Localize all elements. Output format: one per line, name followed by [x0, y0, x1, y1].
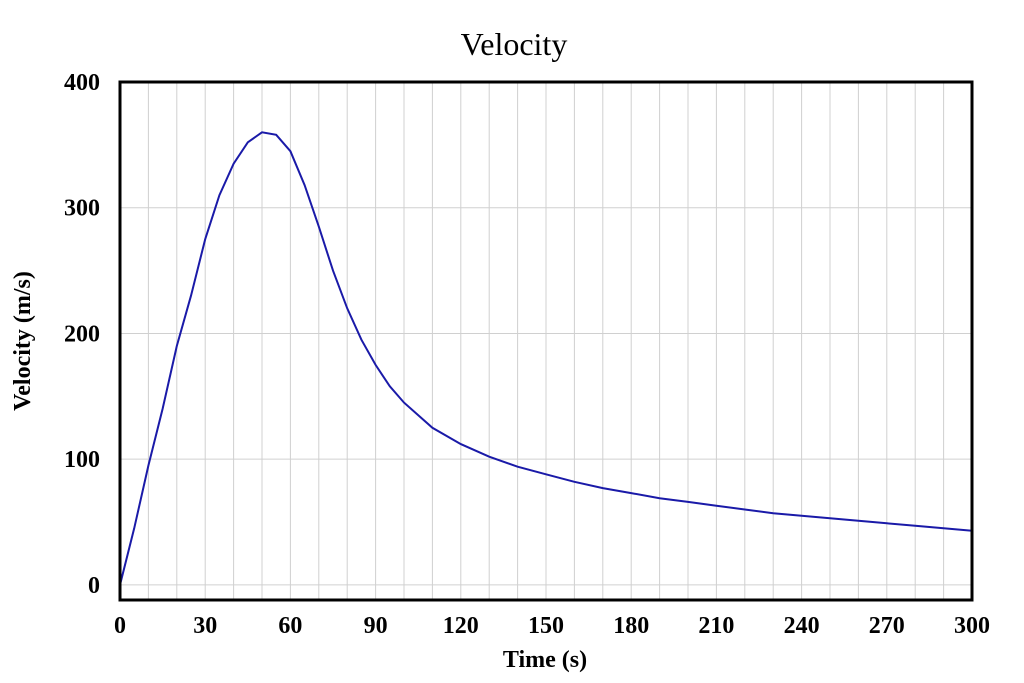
- y-tick-labels: 0 100 200 300 400: [64, 70, 100, 599]
- x-tick-label: 270: [869, 613, 905, 639]
- chart-title: Velocity: [461, 26, 568, 62]
- y-tick-label: 200: [64, 321, 100, 347]
- x-tick-label: 210: [698, 613, 734, 639]
- y-tick-label: 100: [64, 447, 100, 473]
- velocity-series-line: [119, 131, 973, 586]
- y-gridlines: [120, 207, 972, 586]
- y-tick-label: 400: [64, 70, 100, 96]
- x-tick-label: 300: [954, 613, 990, 639]
- x-gridlines: [147, 82, 945, 600]
- x-tick-label: 180: [613, 613, 649, 639]
- x-tick-label: 150: [528, 613, 564, 639]
- x-axis-label: Time (s): [503, 647, 587, 673]
- y-axis-label: Velocity (m/s): [10, 271, 36, 411]
- y-tick-label: 0: [88, 573, 100, 599]
- x-tick-label: 0: [114, 613, 126, 639]
- x-tick-label: 60: [278, 613, 302, 639]
- plot-frame: [118, 80, 974, 602]
- x-tick-label: 120: [443, 613, 479, 639]
- x-tick-label: 30: [193, 613, 217, 639]
- x-tick-label: 240: [784, 613, 820, 639]
- y-tick-label: 300: [64, 196, 100, 222]
- x-tick-label: 90: [364, 613, 388, 639]
- x-tick-labels: 0 30 60 90 120 150 180 210 240 270 300: [114, 613, 990, 639]
